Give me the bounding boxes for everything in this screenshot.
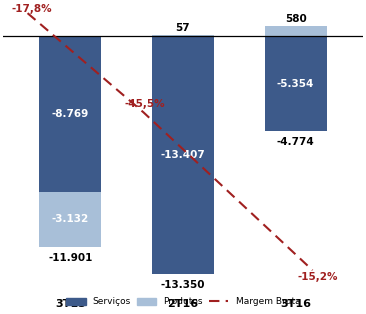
Text: 580: 580 bbox=[285, 14, 306, 24]
Text: 2T16: 2T16 bbox=[167, 299, 199, 309]
Text: -3.132: -3.132 bbox=[52, 214, 89, 225]
Bar bbox=[265, 36, 326, 131]
Text: 3T15: 3T15 bbox=[55, 299, 86, 309]
Text: 57: 57 bbox=[176, 23, 190, 33]
Text: 3T16: 3T16 bbox=[280, 299, 311, 309]
Legend: Serviços, Produtos, Margem Bruta: Serviços, Produtos, Margem Bruta bbox=[66, 297, 300, 306]
Text: -11.901: -11.901 bbox=[48, 253, 93, 263]
Bar bbox=[40, 192, 101, 247]
Bar bbox=[265, 26, 326, 36]
Text: -17,8%: -17,8% bbox=[12, 4, 52, 14]
Text: -13.350: -13.350 bbox=[161, 280, 205, 290]
Text: -15,2%: -15,2% bbox=[298, 272, 339, 282]
Text: -5.354: -5.354 bbox=[277, 79, 314, 89]
Bar bbox=[152, 35, 214, 36]
Text: -4.774: -4.774 bbox=[277, 137, 314, 147]
Bar bbox=[40, 36, 101, 192]
Text: -13.407: -13.407 bbox=[161, 150, 205, 160]
Bar bbox=[152, 36, 214, 274]
Text: -8.769: -8.769 bbox=[52, 109, 89, 119]
Text: -45,5%: -45,5% bbox=[124, 99, 165, 109]
